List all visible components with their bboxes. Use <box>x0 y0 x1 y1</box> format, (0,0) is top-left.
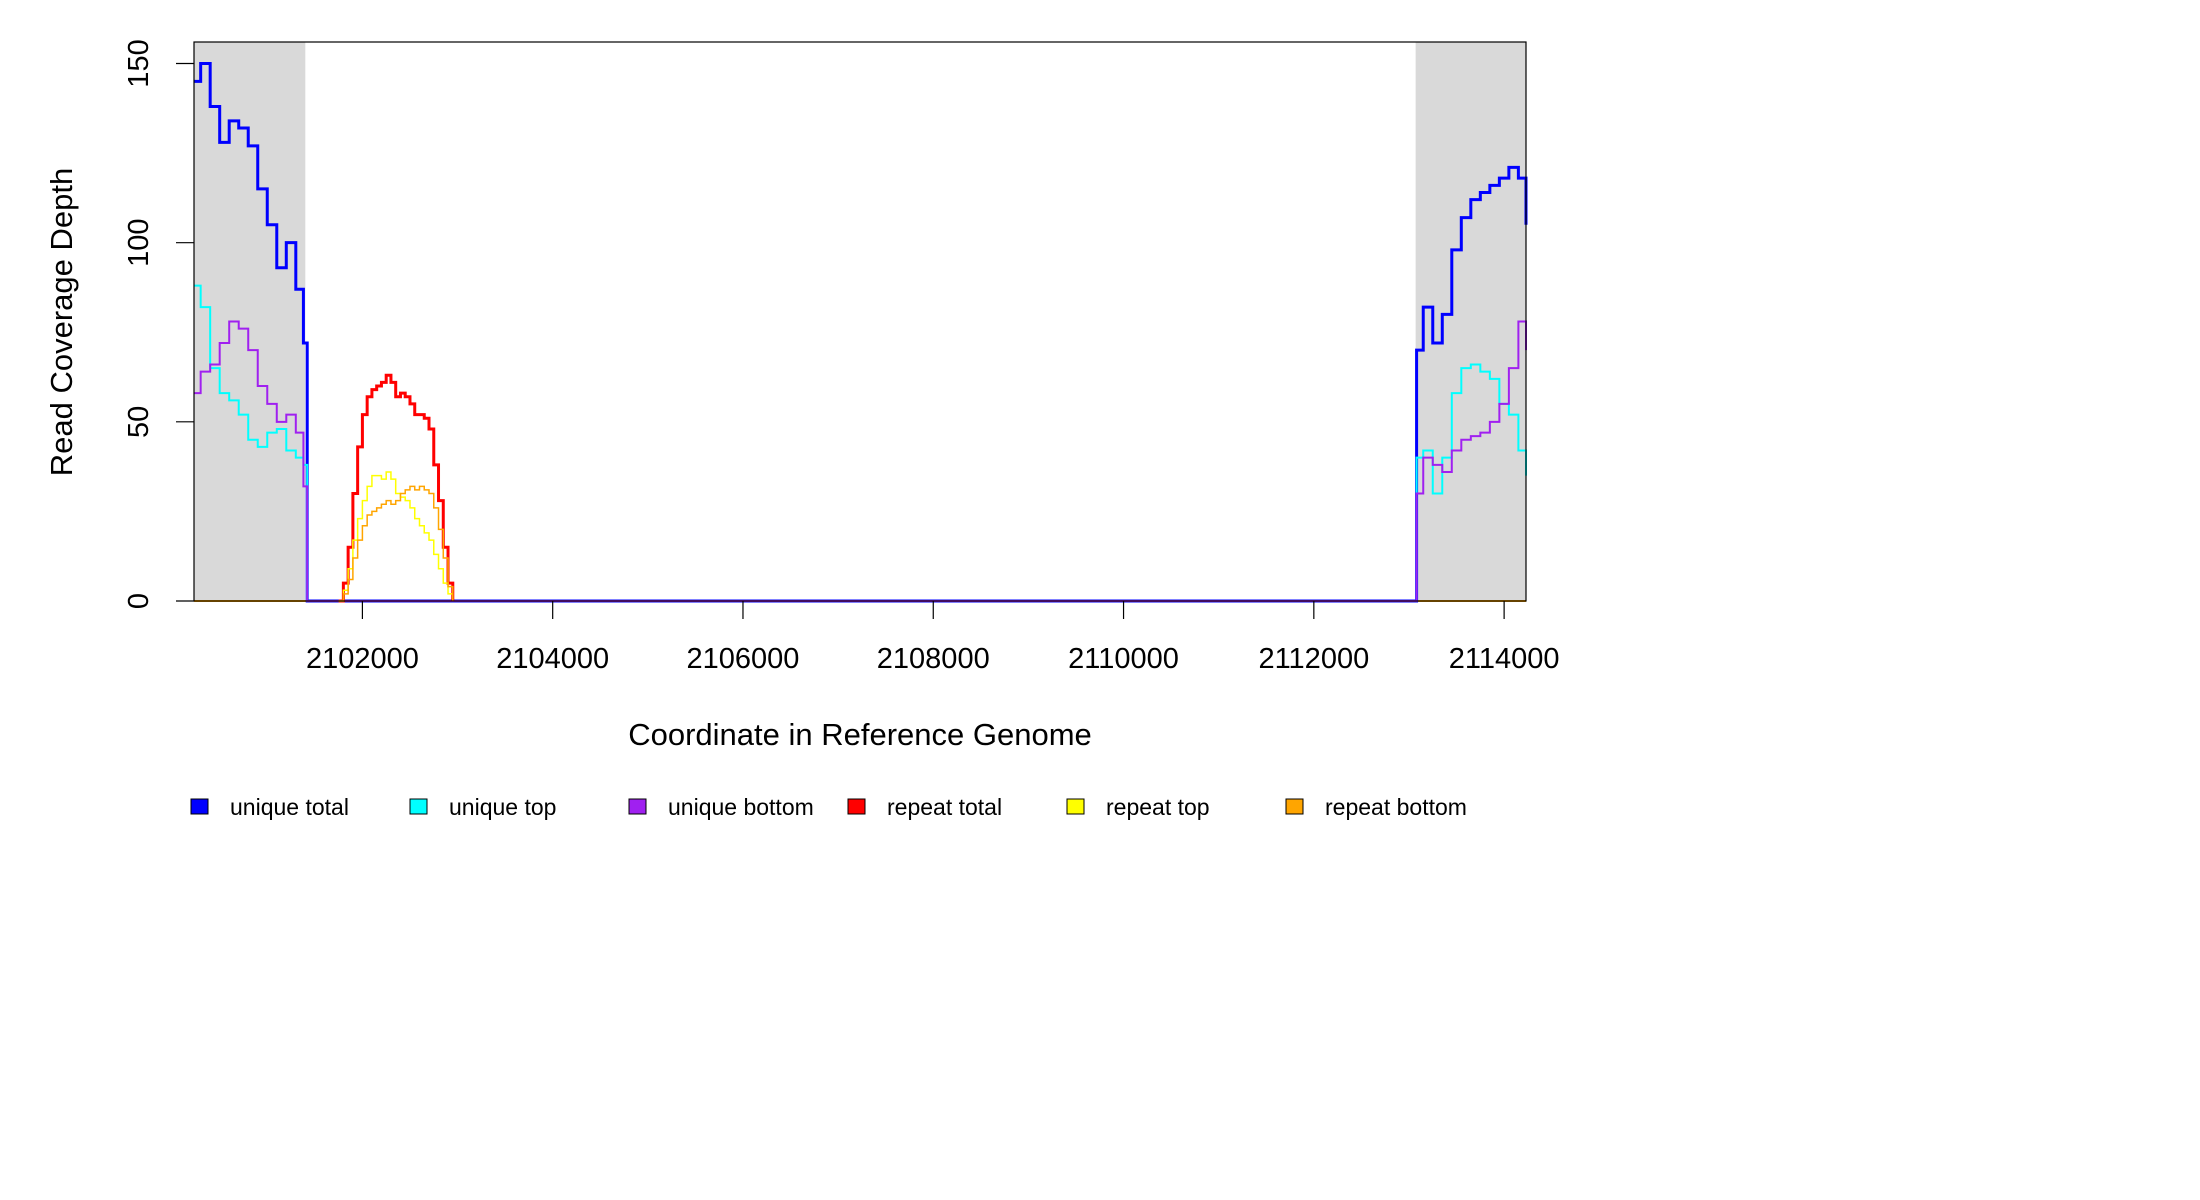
x-tick-label-6: 2114000 <box>1449 643 1560 675</box>
x-axis: 2102000 2104000 2106000 2108000 2110000 21120… <box>306 601 1560 675</box>
x-tick-label-2: 2106000 <box>687 643 800 675</box>
y-axis: 0 50 100 150 <box>123 39 194 609</box>
x-tick-label-1: 2104000 <box>496 643 609 675</box>
y-tick-label-3: 150 <box>123 39 155 87</box>
legend-item-unique-top: unique top <box>409 794 556 820</box>
y-tick-label-2: 100 <box>123 218 155 266</box>
legend-swatch <box>847 798 866 815</box>
legend-swatch <box>1066 798 1085 815</box>
x-tick-label-3: 2108000 <box>877 643 990 675</box>
legend-label: unique top <box>449 794 556 820</box>
series-repeat-top <box>338 471 454 602</box>
legend-item-repeat-top: repeat top <box>1066 794 1210 820</box>
legend-label: repeat top <box>1106 794 1210 820</box>
coverage-chart: 2102000 2104000 2106000 2108000 2110000 21120… <box>44 39 1560 820</box>
series-unique-top <box>194 284 1527 602</box>
shaded-regions <box>194 42 1526 601</box>
plot-frame <box>193 41 1527 602</box>
legend-item-unique-total: unique total <box>190 794 349 820</box>
legend-swatch <box>1285 798 1304 815</box>
series-layer <box>194 62 1528 603</box>
legend-swatch <box>628 798 647 815</box>
series-unique-bottom <box>194 320 1527 602</box>
legend: unique total unique top unique bottom repea… <box>190 794 1467 820</box>
x-tick-label-4: 2110000 <box>1068 643 1179 675</box>
legend-label: repeat total <box>887 794 1002 820</box>
series-unique-total <box>194 62 1528 603</box>
y-tick-label-0: 0 <box>123 593 155 609</box>
legend-swatch <box>409 798 428 815</box>
y-tick-label-1: 50 <box>123 406 155 438</box>
y-axis-label: Read Coverage Depth <box>44 168 79 476</box>
x-tick-label-0: 2102000 <box>306 643 419 675</box>
x-tick-label-5: 2112000 <box>1258 643 1369 675</box>
x-axis-label: Coordinate in Reference Genome <box>628 717 1092 752</box>
legend-item-repeat-bottom: repeat bottom <box>1285 794 1467 820</box>
legend-item-unique-bottom: unique bottom <box>628 794 814 820</box>
legend-swatch <box>190 798 209 815</box>
legend-label: unique bottom <box>668 794 814 820</box>
legend-label: unique total <box>230 794 349 820</box>
series-repeat-total <box>338 373 455 603</box>
legend-label: repeat bottom <box>1325 794 1467 820</box>
series-repeat-bottom <box>338 485 454 602</box>
legend-item-repeat-total: repeat total <box>847 794 1002 820</box>
chart-svg: 2102000 2104000 2106000 2108000 2110000 21120… <box>44 39 1560 820</box>
